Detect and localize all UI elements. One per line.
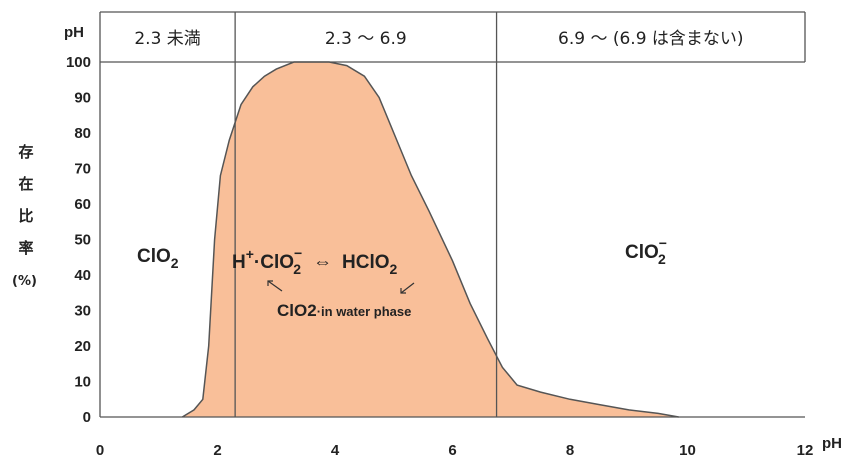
tick-labels: 0 2 4 6 8 10 12 0 10 20 30 40 50 60 70 80 90 100 <box>66 54 813 459</box>
y-tick-label: 0 <box>83 409 91 426</box>
y-tick-label: 80 <box>74 125 91 142</box>
y-axis-unit: (%) <box>12 274 37 289</box>
area-fill-0 <box>182 62 679 417</box>
eq-arrow: ⇔ <box>313 252 332 273</box>
y-axis-label-char: 率 <box>18 239 33 257</box>
top-ph-header: pH <box>64 24 84 41</box>
ph-range-header: 2.3 未満 2.3 〜 6.9 6.9 〜 (6.9 は含まない) <box>134 29 743 49</box>
x-tick-label: 0 <box>96 442 104 459</box>
water-sub: 2 <box>307 301 316 320</box>
eq-h: H <box>232 252 246 273</box>
species-left-sub: 2 <box>171 255 179 271</box>
y-axis-label-char: 比 <box>18 207 33 225</box>
species-right-main: ClO <box>625 242 659 263</box>
species-clo2-left: ClO2 <box>137 246 179 271</box>
y-tick-label: 40 <box>74 267 91 284</box>
x-tick-label: 4 <box>331 442 340 459</box>
ph-range-label-1: 2.3 〜 6.9 <box>325 29 407 49</box>
area-outline-0 <box>181 61 679 418</box>
y-tick-label: 20 <box>74 338 91 355</box>
y-tick-label: 10 <box>74 374 91 391</box>
eq-hclo-sub: 2 <box>390 261 398 277</box>
y-axis-label-char: 存 <box>18 143 33 161</box>
y-tick-label: 70 <box>74 161 91 178</box>
eq-h-sup: + <box>246 246 254 262</box>
x-tick-label: 2 <box>213 442 221 459</box>
equilibrium-equation: H+·ClO− 2 ⇔ HClO2 <box>232 245 398 277</box>
water-phase-label: ClO2·in water phase <box>277 301 411 320</box>
eq-dot-sup: − <box>294 245 302 261</box>
y-tick-label: 50 <box>74 232 91 249</box>
arrow-left <box>267 280 283 292</box>
x-axis-label: pH <box>822 435 842 452</box>
species-left-main: ClO <box>137 246 171 267</box>
eq-dot-clo: ·ClO <box>254 252 294 273</box>
chart-frame-layer <box>99 11 806 418</box>
eq-dot-sub: 2 <box>293 261 301 277</box>
chart-area-layer <box>181 61 679 418</box>
x-tick-label: 10 <box>679 442 696 459</box>
y-tick-label: 60 <box>74 196 91 213</box>
y-axis-label-char: 在 <box>18 175 33 193</box>
y-tick-label: 100 <box>66 54 91 71</box>
y-tick-label: 30 <box>74 303 91 320</box>
species-clo2-minus-right: ClO− 2 <box>625 235 667 267</box>
water-suffix: ·in water phase <box>317 304 412 319</box>
ph-range-label-2: 6.9 〜 (6.9 は含まない) <box>558 29 744 49</box>
species-right-sup: − <box>659 235 667 251</box>
eq-hclo: HClO <box>342 252 390 273</box>
x-tick-label: 6 <box>448 442 456 459</box>
arrow-right <box>400 282 415 294</box>
species-right-sub: 2 <box>658 251 666 267</box>
x-tick-label: 12 <box>797 442 814 459</box>
y-tick-label: 90 <box>74 90 91 107</box>
x-tick-label: 8 <box>566 442 574 459</box>
ph-range-label-0: 2.3 未満 <box>134 29 200 49</box>
water-main: ClO <box>277 301 307 320</box>
